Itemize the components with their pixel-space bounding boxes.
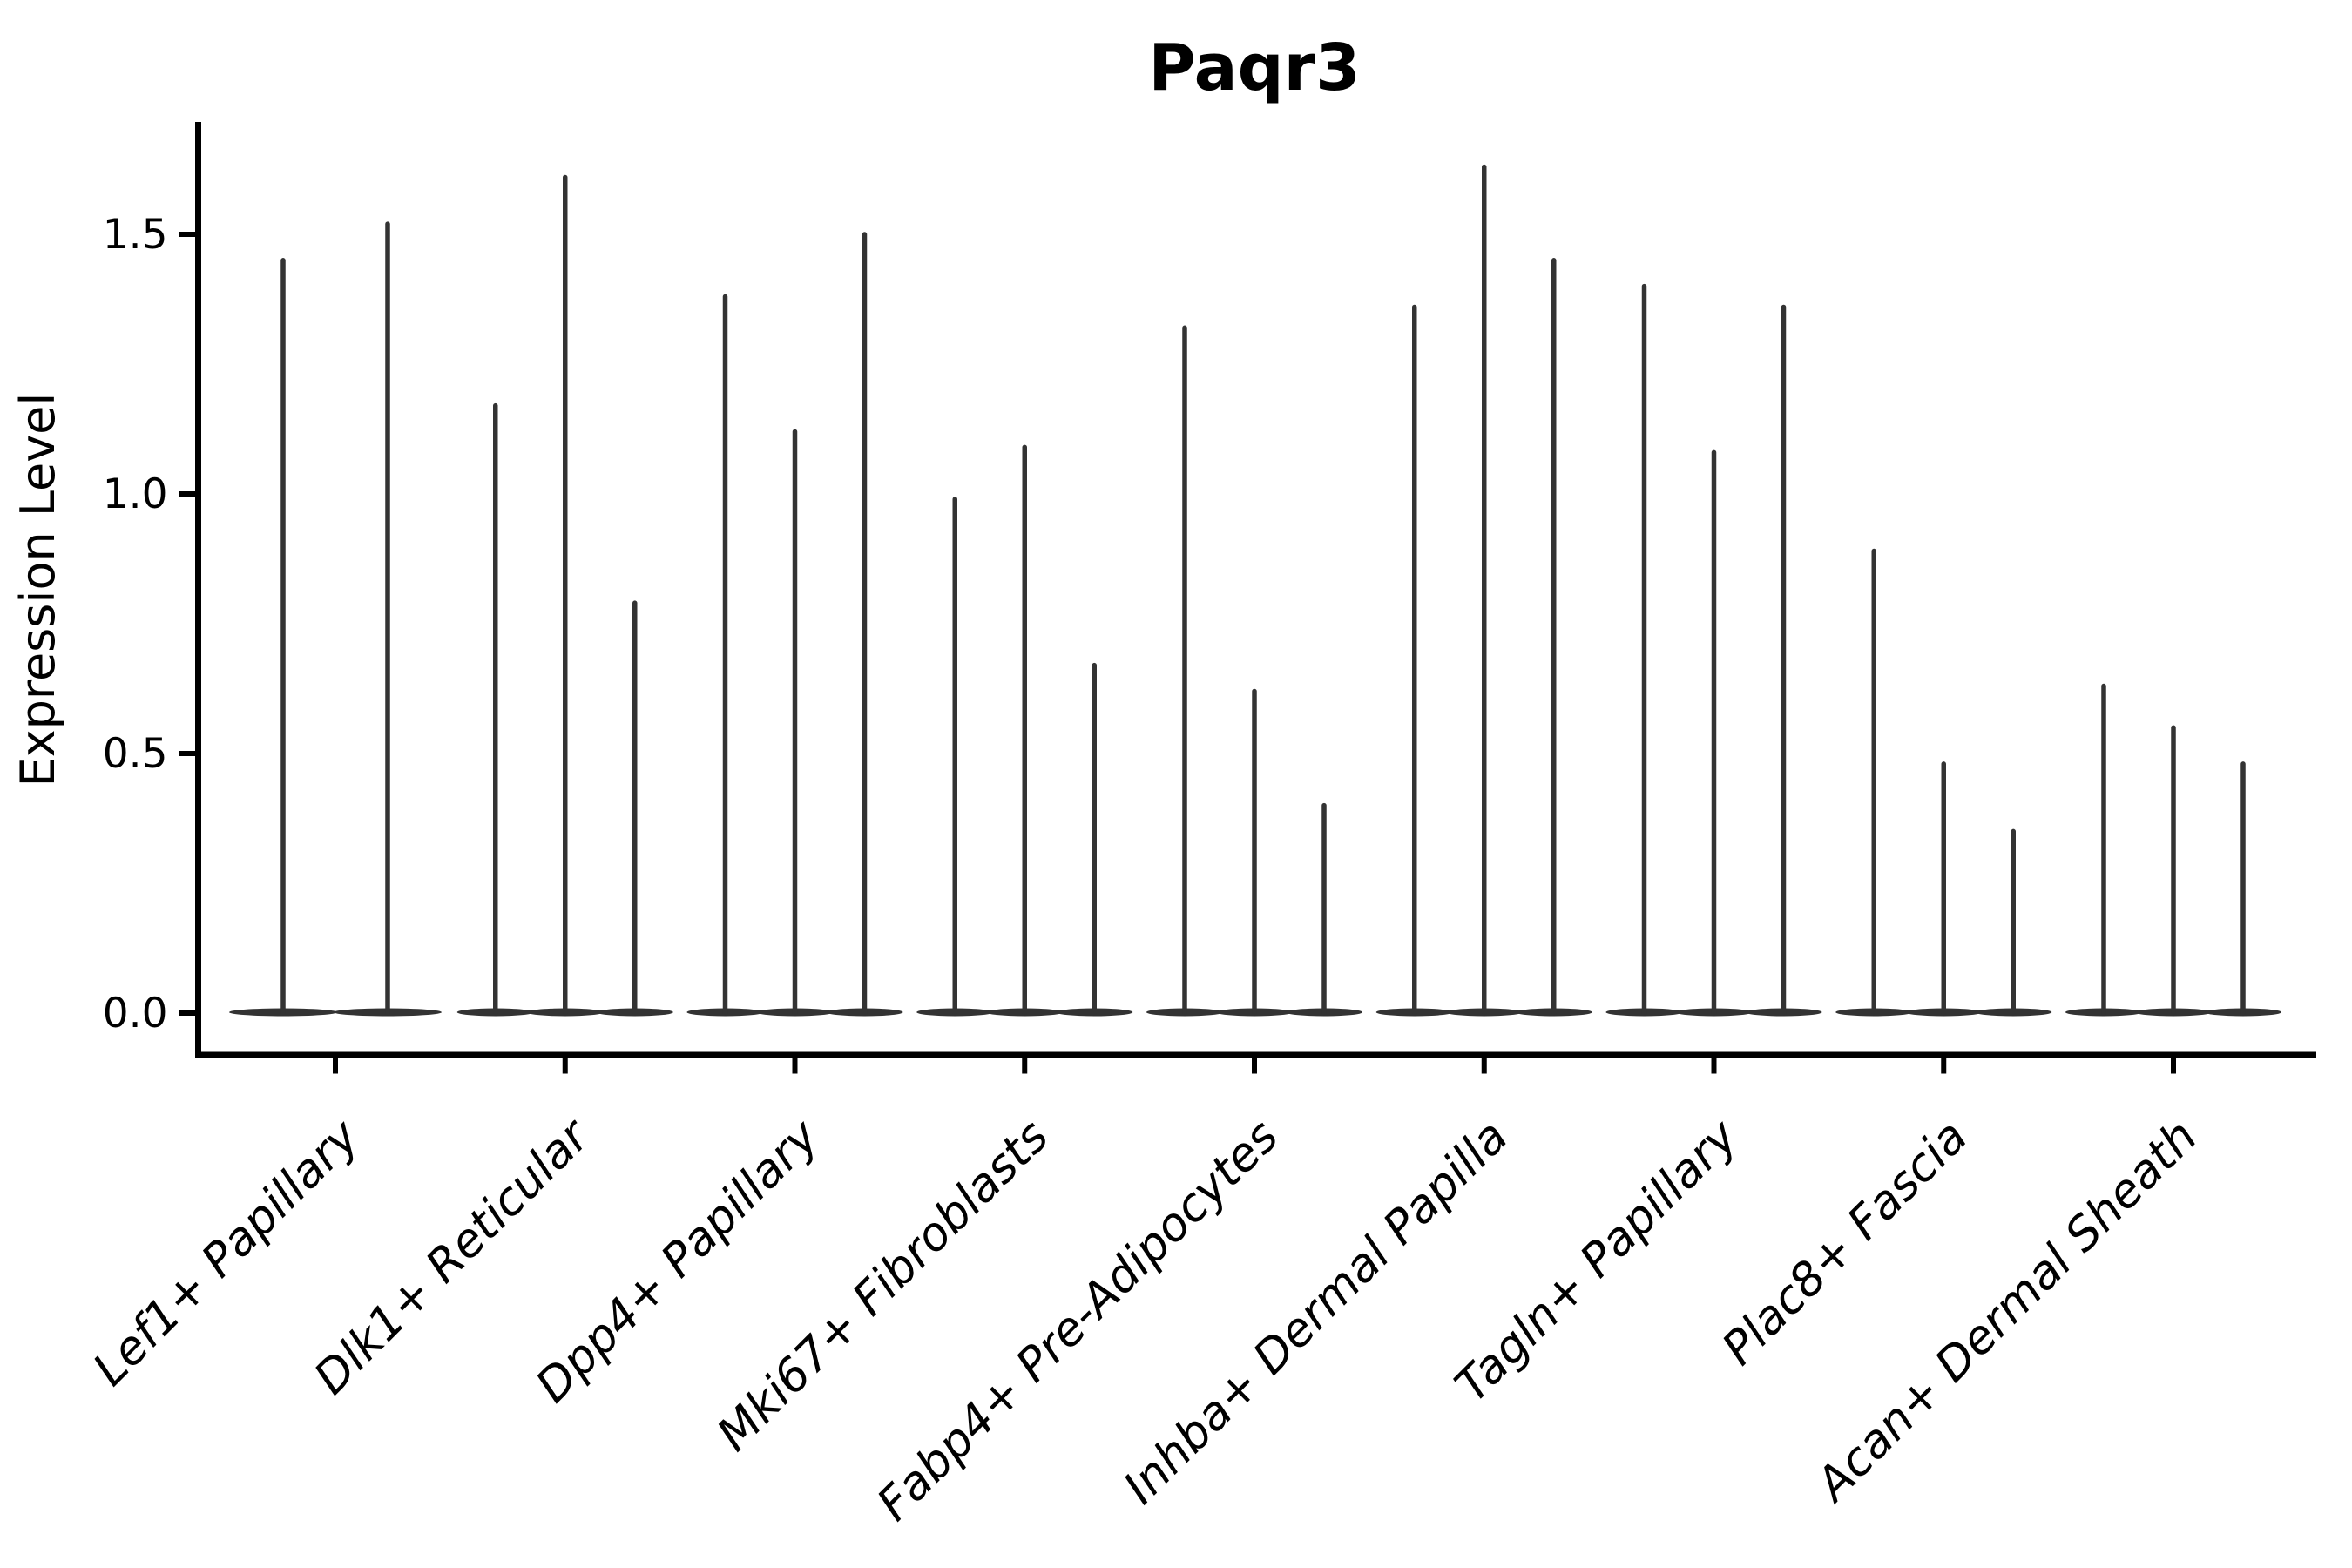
x-category-label: Fabp4+ Pre-Adipocytes xyxy=(868,1110,1289,1531)
violin-group xyxy=(1146,325,1362,1017)
axes-layer xyxy=(179,122,2316,1074)
x-category-label: Plac8+ Fascia xyxy=(1713,1110,1978,1375)
violin-group xyxy=(456,174,673,1017)
violins-layer xyxy=(229,164,2281,1017)
x-category-label: Acan+ Dermal Sheath xyxy=(1805,1110,2208,1513)
y-tick-label: 1.5 xyxy=(103,211,168,259)
y-tick-label: 0.0 xyxy=(103,990,168,1037)
y-tick-labels: 0.0 0.5 1.0 1.5 xyxy=(103,211,168,1037)
violin-group xyxy=(2065,683,2281,1017)
violin-group xyxy=(1605,283,1822,1017)
y-tick-label: 1.0 xyxy=(103,470,168,518)
violin-group xyxy=(916,444,1133,1017)
violin-group xyxy=(686,232,903,1017)
violin-group xyxy=(229,221,442,1017)
chart-title: Paqr3 xyxy=(1148,30,1360,105)
y-axis-title: Expression Level xyxy=(10,393,65,787)
violin-group xyxy=(1375,164,1592,1017)
x-category-label: Inhba+ Dermal Papilla xyxy=(1114,1110,1518,1514)
y-tick-label: 0.5 xyxy=(103,730,168,778)
violin-group xyxy=(1835,548,2052,1017)
